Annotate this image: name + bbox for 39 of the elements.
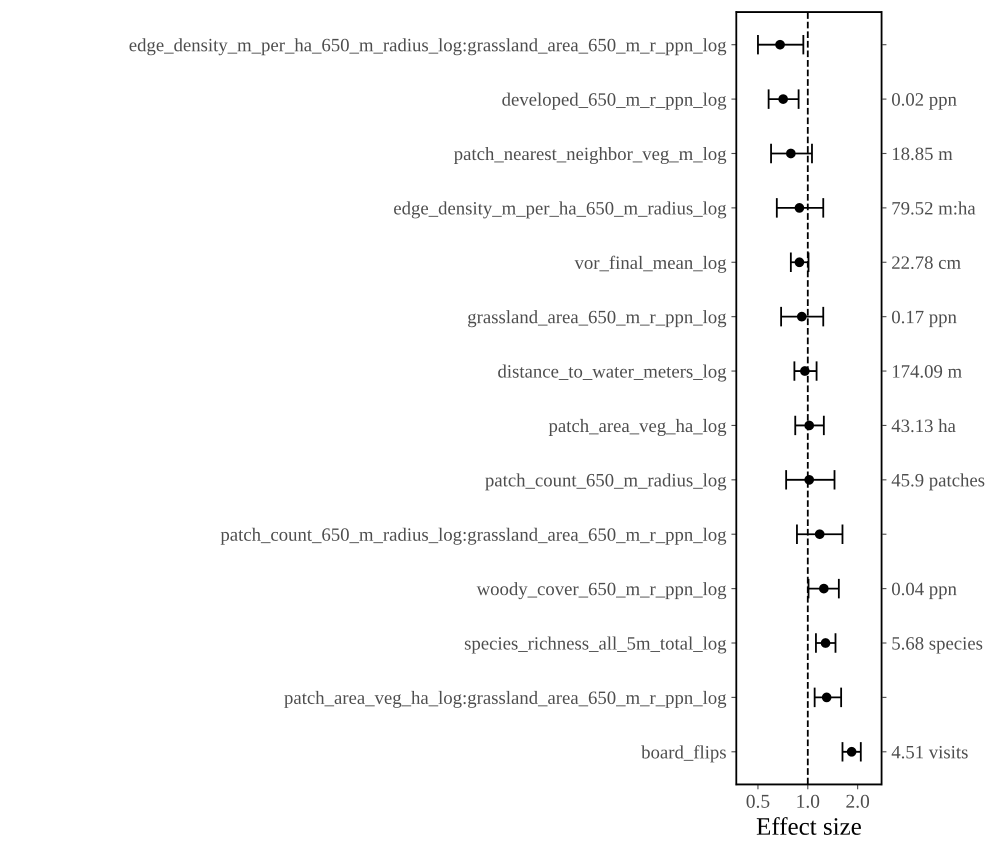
y-tick-label: patch_count_650_m_radius_log (485, 473, 726, 490)
y-tick-label: woody_cover_650_m_r_ppn_log (476, 582, 726, 600)
y-tick-label: grassland_area_650_m_r_ppn_log (468, 310, 726, 328)
x-axis-title: Effect size (756, 817, 861, 835)
y2-tick-label: 0.17 ppn (892, 310, 957, 328)
y2-tick-label: 0.02 ppn (892, 93, 957, 110)
y2-tick-label: 43.13 ha (892, 418, 956, 432)
y-tick-label: edge_density_m_per_ha_650_m_radius_log (394, 201, 726, 218)
y-tick-label: species_richness_all_5m_total_log (464, 636, 726, 654)
point (822, 692, 832, 702)
point (794, 203, 804, 213)
y-tick-label: patch_nearest_neighbor_veg_m_log (454, 146, 726, 164)
y2-tick-label: 4.51 visits (892, 746, 968, 759)
y2-tick-label: 18.85 m (892, 148, 952, 160)
y2-tick-label: 22.78 cm (892, 256, 961, 270)
x-tick-label: 0.5 (746, 794, 770, 808)
point (814, 529, 825, 540)
y2-tick-label: 174.09 m (892, 365, 962, 378)
point (818, 584, 829, 594)
y-tick-label: board_flips (641, 745, 726, 762)
y2-tick-label: 5.68 species (892, 637, 982, 654)
y-tick-label: edge_density_m_per_ha_650_m_radius_log:grassland_area_650_m_r_ppn_log (130, 38, 726, 56)
y2-tick-label: 79.52 m:ha (892, 201, 976, 215)
x-tick-label: 2.0 (846, 794, 870, 808)
point (800, 366, 810, 376)
y-tick-label: patch_area_veg_ha_log:grassland_area_650_m_r_ppn_log (284, 690, 726, 708)
point (796, 312, 807, 322)
y-tick-label: developed_650_m_r_ppn_log (502, 92, 726, 110)
y-tick-label: distance_to_water_meters_log (498, 364, 726, 382)
y-tick-label: patch_area_veg_ha_log (548, 418, 726, 436)
y-tick-label: vor_final_mean_log (574, 256, 726, 273)
y2-tick-label: 0.04 ppn (892, 582, 957, 600)
point (804, 420, 814, 430)
point (794, 257, 804, 268)
y2-tick-label: 45.9 patches (892, 473, 984, 490)
x-tick-label: 1.0 (797, 794, 820, 808)
point (804, 474, 814, 485)
point (820, 638, 830, 648)
y-tick-label: patch_count_650_m_radius_log:grassland_area_650_m_r_ppn_log (220, 528, 726, 545)
